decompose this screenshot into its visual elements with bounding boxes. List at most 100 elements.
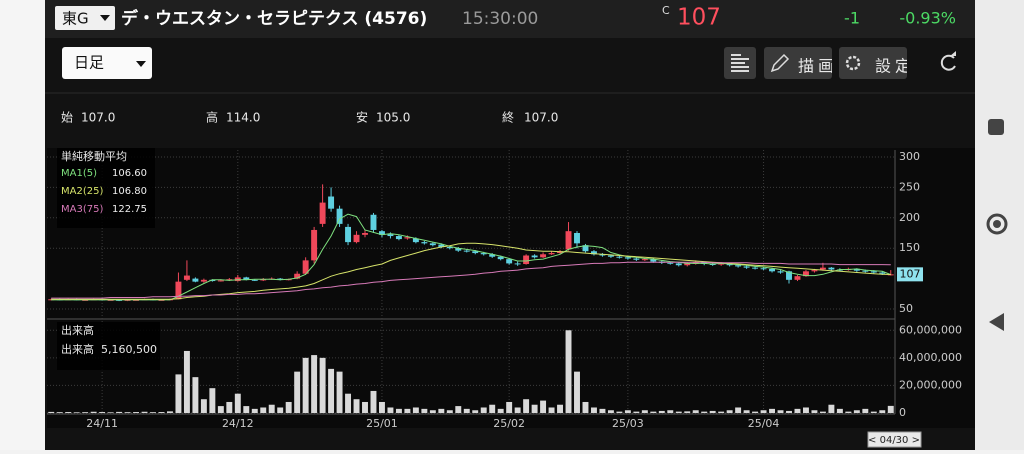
candle-body <box>226 279 233 281</box>
nav-back[interactable] <box>989 313 1004 331</box>
refresh-arrow <box>950 51 956 56</box>
volume-bar <box>404 408 411 413</box>
dropdown-arrow <box>136 61 146 67</box>
volume-bar <box>200 399 207 413</box>
volume-bar <box>387 407 394 413</box>
date-badge-bg[interactable] <box>867 431 922 448</box>
volume-bar <box>48 411 55 413</box>
volume-bar <box>336 371 343 413</box>
volume-bar <box>523 399 530 413</box>
volume-bar <box>226 401 233 413</box>
volume-bar <box>73 412 80 413</box>
candle-body <box>794 276 801 280</box>
volume-bar <box>777 410 784 413</box>
candle-body <box>540 254 547 258</box>
volume-bar <box>531 404 538 413</box>
legend-box <box>57 322 160 370</box>
volume-bar <box>370 390 377 413</box>
volume-bar <box>311 355 318 413</box>
candle-body <box>472 251 479 254</box>
volume-bar <box>675 411 682 413</box>
ohlc-value: 107.0 <box>81 111 115 125</box>
candle-body <box>616 256 623 258</box>
volume-bar <box>378 401 385 413</box>
volume-bar <box>836 408 843 413</box>
volume-bar <box>760 410 767 413</box>
settings-button[interactable]: 設定 <box>839 47 915 79</box>
candle-body <box>769 268 776 272</box>
volume-bar <box>540 400 547 413</box>
legend-value: 106.80 <box>112 186 147 197</box>
volume-bar <box>786 410 792 413</box>
x-tick-label: 25/02 <box>493 417 525 430</box>
candle-body <box>455 248 462 251</box>
volume-bar <box>794 408 801 413</box>
candle-body <box>752 267 759 269</box>
ohlc-row: 始 107.0 高 114.0 安 105.0 終 107.0 <box>61 110 558 125</box>
candle-body <box>200 279 207 282</box>
candle-body <box>209 279 216 282</box>
volume-bar <box>243 406 250 413</box>
candle-body <box>802 271 809 277</box>
candle-body <box>387 234 394 237</box>
volume-bar <box>463 408 470 413</box>
volume-bar <box>658 410 665 413</box>
volume-bar <box>845 411 852 413</box>
candle-body <box>421 242 428 244</box>
volume-bar <box>192 377 199 413</box>
nav-home[interactable] <box>986 213 1008 235</box>
candle-body <box>345 226 352 243</box>
candle-body <box>684 263 691 266</box>
top-bar <box>45 0 975 38</box>
candle-body <box>599 254 606 256</box>
volume-bar <box>718 411 725 413</box>
y-tick-label: 250 <box>899 180 920 193</box>
volume-bar <box>362 401 368 413</box>
volume-bar <box>124 412 131 413</box>
volume-bar <box>472 410 479 413</box>
volume-legend-value: 5,160,500 <box>101 343 157 356</box>
volume-bar <box>489 404 496 413</box>
period-select[interactable] <box>62 47 152 79</box>
candle-body <box>650 259 657 262</box>
candle-body <box>243 277 250 280</box>
volume-bar <box>319 357 326 413</box>
candle-body <box>777 271 784 273</box>
ohlc-label: 終 <box>502 110 514 125</box>
candle-body <box>183 275 190 280</box>
volume-bar <box>438 408 445 413</box>
candle-body <box>828 267 835 270</box>
candle-body <box>251 279 258 281</box>
y-tick-label: 0 <box>899 406 906 419</box>
volume-bar <box>82 412 89 413</box>
volume-bar <box>133 412 140 413</box>
volume-bar <box>879 410 886 413</box>
ohlc-value: 105.0 <box>376 111 410 125</box>
candle-body <box>565 231 572 250</box>
volume-bar <box>607 410 614 413</box>
exchange-select[interactable] <box>55 6 115 30</box>
y-tick-label: 40,000,000 <box>899 351 962 364</box>
ma-line <box>51 242 891 300</box>
volume-bar <box>260 407 267 413</box>
refresh-icon[interactable] <box>940 54 956 71</box>
price: 107 <box>677 5 721 31</box>
candle-body <box>175 281 182 300</box>
y-tick-label: 50 <box>899 302 913 315</box>
ma-line <box>51 261 891 299</box>
draw-button[interactable]: 描画 <box>764 47 838 79</box>
candle-body <box>463 250 470 252</box>
legend-name: MA3(75) <box>61 204 103 215</box>
candle-body <box>370 214 377 230</box>
volume-bar <box>862 408 869 413</box>
x-tick-label: 25/03 <box>612 417 644 430</box>
candle-body <box>412 238 419 243</box>
candle-body <box>811 270 818 272</box>
candle-body <box>277 278 284 280</box>
volume-title: 出来高 <box>61 323 94 337</box>
volume-bar <box>285 401 292 413</box>
pen-icon <box>770 53 790 73</box>
volume-bar <box>90 411 97 413</box>
nav-recent[interactable] <box>988 119 1004 135</box>
ohlc-value: 107.0 <box>524 111 558 125</box>
